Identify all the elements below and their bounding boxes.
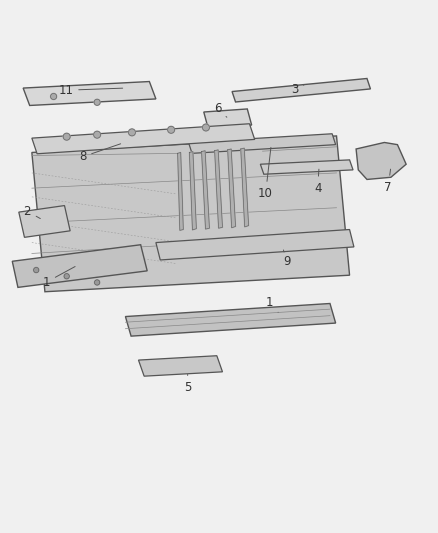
Polygon shape [232,78,371,102]
Text: 4: 4 [314,169,321,195]
Polygon shape [201,151,209,229]
Circle shape [50,93,57,100]
Polygon shape [189,151,196,230]
Polygon shape [178,152,184,230]
Circle shape [168,126,175,133]
Text: 2: 2 [24,205,40,219]
Circle shape [64,273,69,279]
Polygon shape [215,150,223,228]
Polygon shape [32,124,254,154]
Polygon shape [156,230,354,260]
Circle shape [34,268,39,273]
Polygon shape [228,149,236,228]
Text: 6: 6 [214,102,227,117]
Text: 8: 8 [79,144,120,163]
Text: 9: 9 [283,250,291,268]
Polygon shape [32,136,350,292]
Text: 7: 7 [385,169,392,194]
Circle shape [202,124,209,131]
Polygon shape [356,142,406,180]
Circle shape [63,133,70,140]
Circle shape [128,129,135,136]
Polygon shape [125,303,336,336]
Polygon shape [188,134,336,154]
Text: 1: 1 [266,296,278,312]
Text: 10: 10 [258,148,273,200]
Text: 11: 11 [58,84,123,96]
Circle shape [94,99,100,106]
Circle shape [95,280,100,285]
Text: 1: 1 [42,266,75,289]
Polygon shape [138,356,223,376]
Polygon shape [12,245,147,287]
Polygon shape [260,160,353,174]
Polygon shape [204,109,252,128]
Text: 5: 5 [184,375,191,394]
Polygon shape [241,148,249,227]
Polygon shape [19,206,70,237]
Circle shape [94,131,101,138]
Polygon shape [23,82,156,106]
Text: 3: 3 [291,83,304,96]
